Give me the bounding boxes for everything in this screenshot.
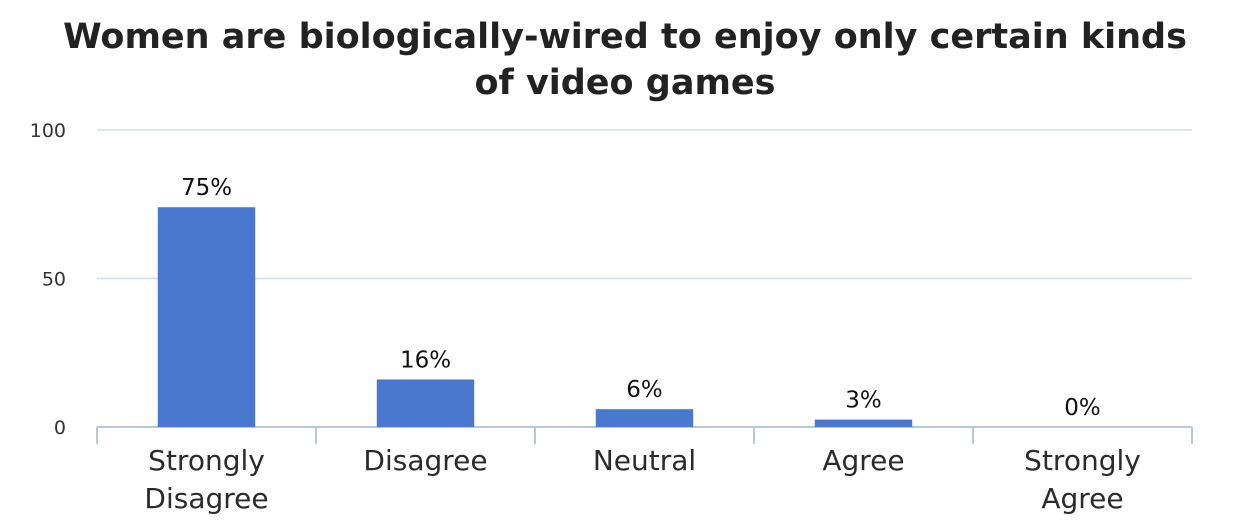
y-tick-label: 100 xyxy=(30,120,66,142)
data-label: 0% xyxy=(1064,395,1101,421)
bar xyxy=(595,409,694,427)
bar xyxy=(376,379,475,427)
y-tick-label: 50 xyxy=(42,269,66,291)
data-label: 75% xyxy=(181,175,232,201)
data-label: 3% xyxy=(845,388,882,414)
x-category-label: Strongly Agree xyxy=(1024,444,1141,515)
y-tick-label: 0 xyxy=(54,417,66,439)
data-label: 16% xyxy=(400,347,451,373)
bar xyxy=(814,419,913,427)
chart-title: Women are biologically-wired to enjoy on… xyxy=(63,17,1187,103)
bar xyxy=(157,207,256,427)
x-category-label: Agree xyxy=(822,444,904,477)
x-category-label: Disagree xyxy=(363,444,487,477)
x-category-label: Strongly Disagree xyxy=(144,444,268,515)
x-category-label: Neutral xyxy=(593,444,696,477)
data-label: 6% xyxy=(626,377,663,403)
